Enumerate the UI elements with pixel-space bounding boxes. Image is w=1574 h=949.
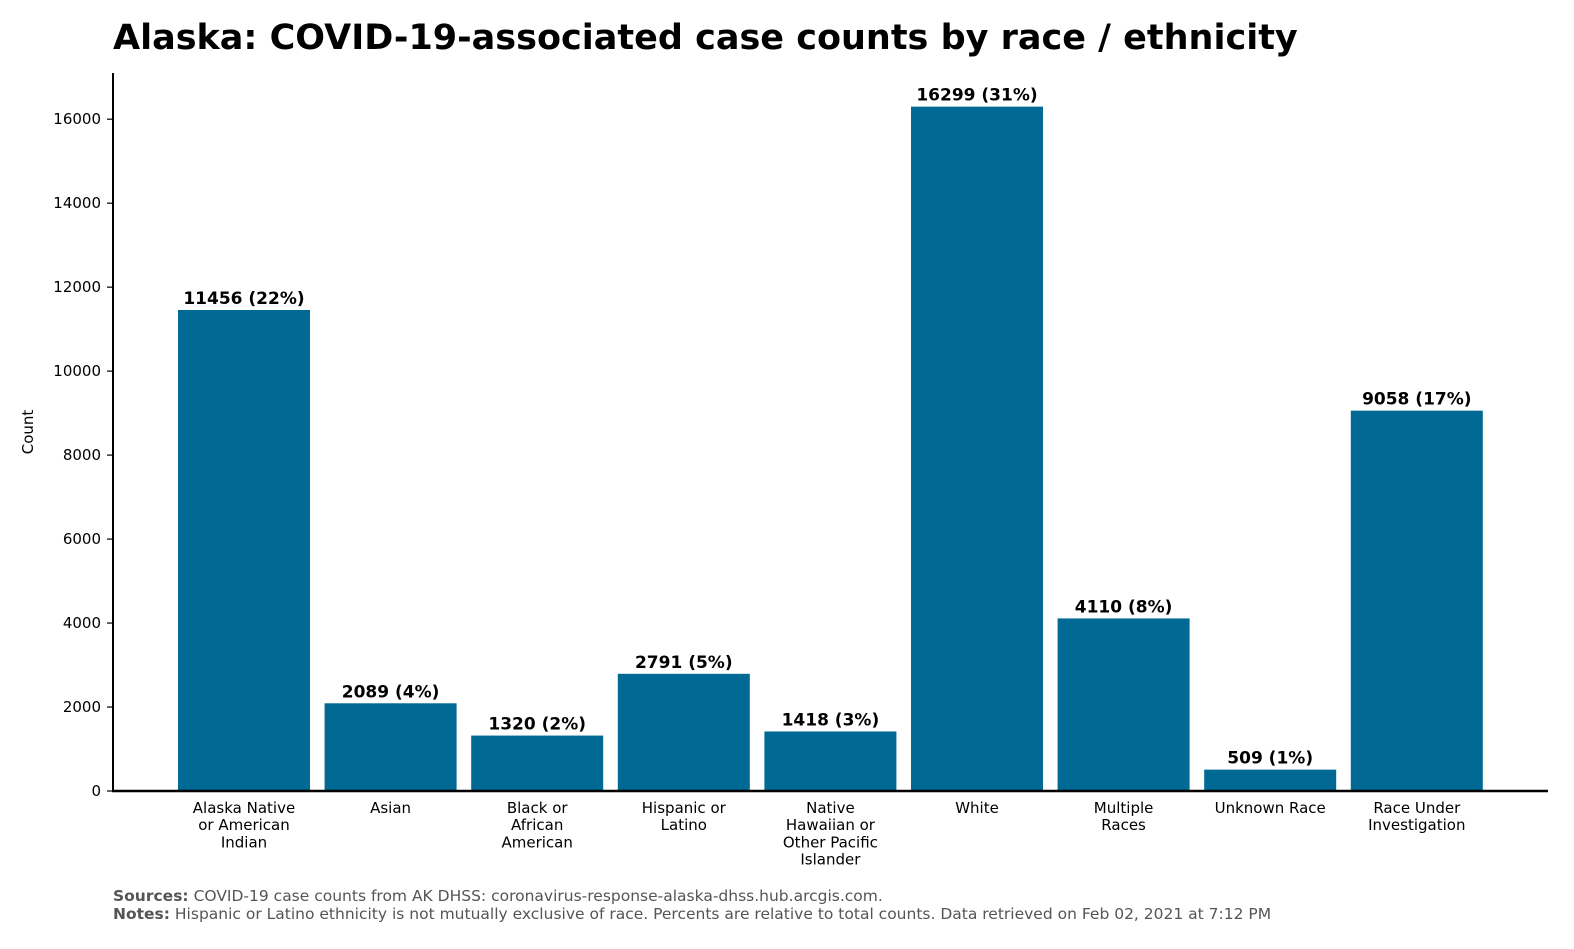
- bar: [471, 735, 604, 791]
- bar: [911, 106, 1043, 791]
- x-tick-label: American: [502, 833, 573, 851]
- bar: [1057, 618, 1190, 791]
- footer-sources: Sources: COVID-19 case counts from AK DH…: [113, 887, 883, 905]
- bar: [324, 703, 457, 791]
- x-tick-label: Investigation: [1368, 816, 1465, 834]
- data-label: 11456 (22%): [183, 289, 304, 309]
- footer-notes: Notes: Hispanic or Latino ethnicity is n…: [113, 905, 1271, 923]
- data-label: 2089 (4%): [342, 682, 440, 702]
- x-tick-label: Races: [1101, 816, 1146, 834]
- notes-text: Hispanic or Latino ethnicity is not mutu…: [174, 905, 1272, 923]
- data-label: 16299 (31%): [916, 86, 1037, 106]
- y-tick-label: 12000: [53, 278, 101, 296]
- x-tick-label: or American: [198, 816, 290, 834]
- y-tick-label: 14000: [53, 194, 101, 212]
- y-tick-label: 2000: [63, 698, 101, 716]
- sources-text: COVID-19 case counts from AK DHSS: coron…: [193, 887, 883, 905]
- bar: [178, 309, 310, 791]
- x-tick-label: Multiple: [1094, 799, 1154, 817]
- x-tick-label: Latino: [661, 816, 707, 834]
- x-tick-label: Asian: [370, 799, 411, 817]
- x-tick-label: Hispanic or: [642, 799, 727, 817]
- y-tick-label: 8000: [63, 446, 101, 464]
- chart-title: Alaska: COVID-19-associated case counts …: [113, 18, 1298, 58]
- x-tick-label: White: [955, 799, 999, 817]
- notes-label: Notes:: [113, 905, 170, 923]
- data-label: 4110 (8%): [1075, 597, 1173, 617]
- y-tick-label: 4000: [63, 614, 101, 632]
- sources-label: Sources:: [113, 887, 189, 905]
- x-tick-label: Unknown Race: [1215, 799, 1326, 817]
- x-tick-label: African: [511, 816, 563, 834]
- bar: [617, 673, 750, 791]
- x-tick-label: Black or: [507, 799, 569, 817]
- bar: [1204, 769, 1337, 791]
- x-tick-label: Race Under: [1373, 799, 1461, 817]
- data-label: 9058 (17%): [1362, 390, 1471, 410]
- x-tick-label: Other Pacific: [783, 833, 878, 851]
- y-tick-label: 10000: [53, 362, 101, 380]
- data-label: 1418 (3%): [782, 710, 880, 730]
- bar: [1350, 410, 1483, 791]
- data-label: 2791 (5%): [635, 653, 733, 673]
- x-tick-label: Islander: [800, 851, 861, 869]
- y-tick-label: 0: [91, 782, 101, 800]
- x-tick-label: Native: [806, 799, 855, 817]
- y-tick-label: 6000: [63, 530, 101, 548]
- x-tick-label: Hawaiian or: [786, 816, 876, 834]
- x-tick-label: Indian: [221, 833, 267, 851]
- data-label: 1320 (2%): [488, 715, 586, 735]
- bar: [764, 731, 897, 791]
- data-label: 509 (1%): [1227, 749, 1313, 769]
- x-tick-label: Alaska Native: [193, 799, 295, 817]
- y-tick-label: 16000: [53, 110, 101, 128]
- y-axis-label: Count: [19, 410, 37, 455]
